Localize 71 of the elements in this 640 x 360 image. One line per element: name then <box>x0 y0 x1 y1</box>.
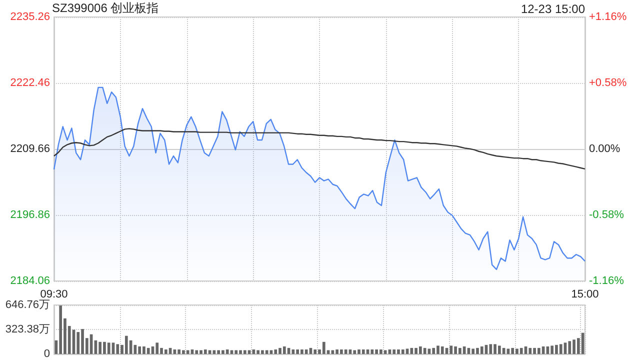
bar <box>428 348 431 354</box>
bar <box>230 350 234 354</box>
bar <box>489 344 492 354</box>
bar <box>331 350 334 354</box>
bar <box>537 348 540 354</box>
bar <box>432 348 436 354</box>
bar <box>226 349 229 354</box>
line-series <box>53 128 586 170</box>
bar <box>208 350 212 354</box>
bar <box>164 349 168 354</box>
bar <box>401 349 404 354</box>
text: 12-23 15:00 <box>520 2 586 16</box>
bar <box>406 348 409 354</box>
y2-tick-label: 0.00% <box>589 143 620 155</box>
bar <box>506 348 510 354</box>
bar <box>511 348 514 354</box>
bar <box>528 348 532 354</box>
bar <box>353 350 356 354</box>
bar <box>270 350 273 354</box>
y-tick-label: 0 <box>44 348 50 360</box>
bar <box>370 349 374 354</box>
bar <box>248 350 251 354</box>
bar <box>124 336 128 354</box>
y-tick-label: 2235.26 <box>10 11 50 23</box>
x-tick-label: 09:30 <box>40 288 68 300</box>
bar <box>559 344 562 354</box>
chart-title: SZ399006 创业板指 <box>52 1 159 15</box>
bar <box>344 349 348 354</box>
bar <box>59 306 62 354</box>
bar <box>243 350 246 354</box>
x-tick-label: 15:00 <box>571 288 599 300</box>
bar <box>450 346 453 354</box>
y-tick-label: 2222.46 <box>10 77 50 89</box>
y2-tick-label: -0.58% <box>589 209 624 221</box>
bar <box>550 346 554 354</box>
bar <box>204 349 207 354</box>
bar <box>362 349 365 354</box>
bar <box>274 349 278 354</box>
bar <box>282 346 286 354</box>
bar <box>472 348 475 354</box>
y-tick-label: 2209.66 <box>10 143 50 155</box>
y2-tick-label: +0.58% <box>589 77 627 89</box>
bar <box>384 350 387 354</box>
bar <box>146 348 150 354</box>
bar <box>107 342 110 354</box>
bar <box>195 350 198 354</box>
bar <box>212 350 216 354</box>
bar <box>322 342 326 354</box>
bar <box>98 342 102 354</box>
bar <box>304 349 308 354</box>
y-tick-label: 2184.06 <box>10 275 50 287</box>
y2-tick-label: -1.16% <box>589 275 624 287</box>
y-tick-label: 323.38万 <box>5 324 50 336</box>
bar <box>440 346 444 354</box>
bar <box>520 348 523 354</box>
bar <box>314 349 317 354</box>
bar <box>234 350 238 354</box>
bar <box>252 349 256 354</box>
y-tick-label: 2196.86 <box>10 209 50 221</box>
bar <box>392 349 396 354</box>
bar <box>480 346 484 354</box>
y-tick-label: 646.76万 <box>5 299 50 311</box>
bar <box>292 349 295 354</box>
bar <box>265 350 268 354</box>
y2-tick-label: +1.16% <box>589 11 627 23</box>
bar <box>116 344 120 354</box>
bar <box>76 332 80 354</box>
bar <box>156 342 159 354</box>
bar <box>410 348 414 354</box>
bar <box>186 350 190 354</box>
bar <box>568 341 572 354</box>
